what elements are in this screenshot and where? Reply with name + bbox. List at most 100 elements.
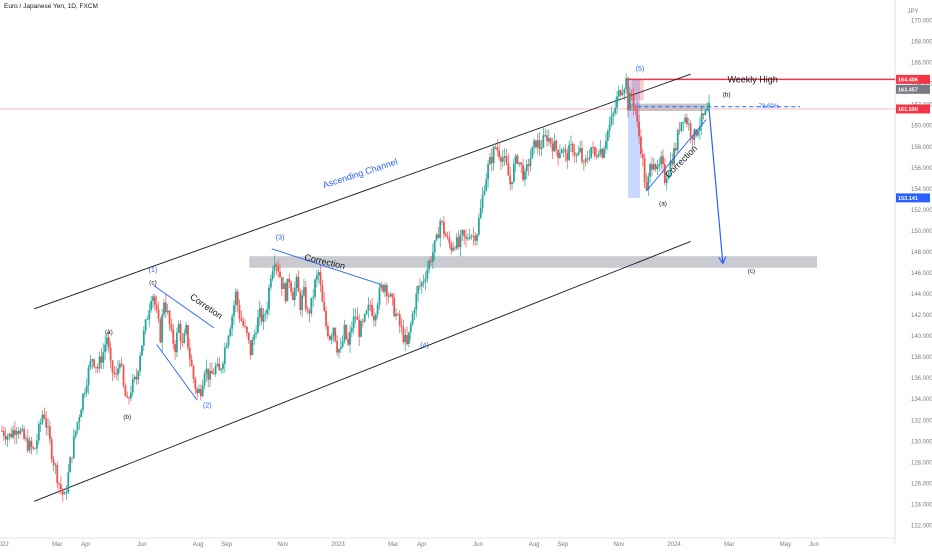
candle-body bbox=[413, 309, 416, 315]
candle-body bbox=[706, 108, 709, 111]
candle-body bbox=[83, 392, 86, 394]
candle-body bbox=[505, 156, 508, 164]
candle-body bbox=[621, 92, 624, 96]
candle-body bbox=[560, 149, 563, 154]
candle-body bbox=[599, 149, 602, 154]
candle-body bbox=[472, 235, 475, 237]
candle-body bbox=[553, 140, 556, 152]
candle-body bbox=[474, 235, 477, 241]
candle-body bbox=[459, 234, 462, 248]
candle-body bbox=[262, 314, 265, 322]
candle-body bbox=[43, 414, 46, 419]
candle-body bbox=[391, 293, 394, 298]
y-tick-label: 138.000 bbox=[911, 355, 932, 361]
candle-body bbox=[150, 300, 153, 311]
candle-body bbox=[536, 140, 539, 148]
candle-body bbox=[164, 302, 167, 313]
candle-body bbox=[649, 164, 652, 177]
candle-body bbox=[26, 438, 29, 451]
candle-body bbox=[448, 237, 451, 244]
candle-body bbox=[665, 178, 668, 183]
candle-body bbox=[376, 304, 379, 315]
candle-body bbox=[489, 156, 491, 165]
candle-body bbox=[275, 264, 278, 267]
candle-body bbox=[315, 275, 318, 280]
candle-body bbox=[229, 328, 232, 337]
x-tick-label: May bbox=[780, 542, 791, 548]
candle-body bbox=[647, 176, 650, 191]
candle-body bbox=[406, 335, 408, 345]
candle-body bbox=[667, 173, 670, 179]
candle-body bbox=[702, 113, 705, 115]
correction-3-line bbox=[271, 248, 382, 285]
candle-body bbox=[498, 150, 501, 158]
candle-body bbox=[437, 234, 440, 239]
candle-body bbox=[660, 156, 663, 165]
candle-body bbox=[257, 317, 259, 333]
candle-body bbox=[255, 332, 257, 335]
candle-body bbox=[571, 144, 574, 153]
symbol-title: Euro / Japanese Yen, 1D, FXCM bbox=[4, 3, 98, 10]
candle-body bbox=[411, 314, 414, 325]
candle-body bbox=[82, 393, 84, 410]
candle-body bbox=[503, 156, 506, 158]
x-tick-label: Mar bbox=[724, 542, 734, 548]
candle-body bbox=[310, 297, 313, 314]
candle-body bbox=[142, 330, 145, 346]
candle-body bbox=[168, 310, 171, 325]
candle-body bbox=[102, 351, 105, 363]
candle-body bbox=[286, 278, 289, 302]
candle-body bbox=[551, 143, 554, 152]
candle-body bbox=[697, 130, 699, 136]
candle-body bbox=[361, 321, 364, 322]
low-price-tag: 153.141 bbox=[898, 196, 918, 202]
candle-body bbox=[41, 414, 44, 423]
candle-body bbox=[575, 155, 578, 157]
candle-body bbox=[577, 152, 580, 156]
channel-lower-line bbox=[34, 241, 691, 502]
candle-body bbox=[511, 181, 513, 185]
candle-body bbox=[98, 356, 101, 369]
candle-body bbox=[245, 326, 248, 333]
y-tick-label: 130.000 bbox=[911, 439, 932, 445]
candle-body bbox=[546, 135, 548, 142]
candle-body bbox=[258, 308, 261, 318]
supply-zone bbox=[628, 103, 710, 111]
candle-body bbox=[656, 165, 659, 170]
candle-body bbox=[115, 373, 118, 375]
candle-body bbox=[327, 326, 329, 337]
weekly-high-price-tag-bg bbox=[896, 74, 930, 84]
candle-body bbox=[524, 171, 526, 180]
candle-body bbox=[113, 372, 116, 374]
candle-body bbox=[581, 147, 583, 162]
candle-body bbox=[579, 147, 582, 153]
candle-body bbox=[341, 341, 344, 347]
candle-body bbox=[139, 355, 141, 372]
x-tick-label: 2023 bbox=[331, 542, 345, 548]
candle-body bbox=[549, 138, 552, 144]
candle-body bbox=[218, 363, 221, 371]
candle-body bbox=[625, 78, 628, 90]
candle-body bbox=[439, 220, 442, 239]
candle-body bbox=[65, 491, 68, 494]
candle-body bbox=[603, 148, 605, 158]
candle-body bbox=[198, 388, 200, 393]
candle-body bbox=[590, 147, 593, 158]
candle-body bbox=[159, 319, 162, 343]
candle-body bbox=[450, 243, 453, 251]
candle-body bbox=[67, 472, 70, 492]
candle-body bbox=[645, 182, 648, 191]
y-tick-label: 154.000 bbox=[911, 187, 932, 193]
y-tick-label: 134.000 bbox=[911, 397, 932, 403]
candle-body bbox=[443, 221, 445, 235]
candle-body bbox=[54, 464, 57, 466]
candle-body bbox=[240, 318, 243, 321]
candle-body bbox=[593, 147, 596, 156]
candle-body bbox=[446, 236, 449, 238]
wave-2-label: (2) bbox=[203, 403, 212, 410]
candle-body bbox=[680, 122, 683, 131]
candle-body bbox=[676, 130, 679, 151]
candle-body bbox=[4, 435, 7, 440]
candle-body bbox=[271, 271, 274, 280]
